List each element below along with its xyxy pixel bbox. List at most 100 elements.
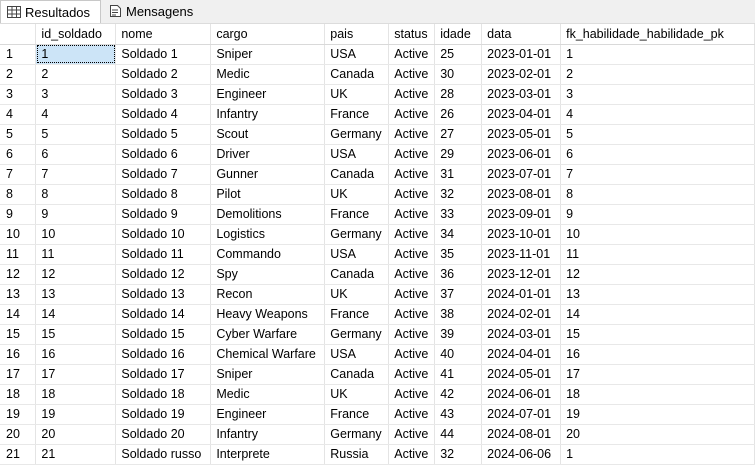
column-header-status[interactable]: status [388, 24, 436, 45]
table-cell[interactable]: 38 [434, 304, 483, 325]
table-cell[interactable]: Active [388, 204, 436, 225]
table-cell[interactable]: 1 [560, 444, 755, 465]
table-cell[interactable]: 5 [35, 124, 117, 145]
table-cell[interactable]: 25 [434, 44, 483, 65]
table-cell[interactable]: 15 [35, 324, 117, 345]
table-row[interactable]: 16 16 Soldado 16 Chemical Warfare USA Active 4… [0, 344, 755, 365]
table-cell[interactable]: 26 [434, 104, 483, 125]
row-number-header[interactable] [0, 24, 37, 45]
table-row[interactable]: 15 15 Soldado 15 Cyber Warfare Germany Active… [0, 324, 755, 345]
table-cell[interactable]: Germany [324, 224, 390, 245]
table-cell[interactable]: 19 [35, 404, 117, 425]
table-cell[interactable]: Soldado 8 [115, 184, 212, 205]
table-cell[interactable]: 2023-05-01 [481, 124, 562, 145]
table-cell[interactable]: 32 [434, 184, 483, 205]
table-cell[interactable]: Active [388, 144, 436, 165]
row-number-cell[interactable]: 16 [0, 344, 37, 365]
table-cell[interactable]: Medic [210, 384, 326, 405]
table-cell[interactable]: 4 [560, 104, 755, 125]
table-cell[interactable]: 5 [560, 124, 755, 145]
table-row[interactable]: 7 7 Soldado 7 Gunner Canada Active 31 2023-07-0… [0, 164, 755, 185]
table-cell[interactable]: Recon [210, 284, 326, 305]
table-cell[interactable]: Active [388, 104, 436, 125]
row-number-cell[interactable]: 4 [0, 104, 37, 125]
table-cell[interactable]: 2023-06-01 [481, 144, 562, 165]
row-number-cell[interactable]: 13 [0, 284, 37, 305]
table-cell[interactable]: Active [388, 404, 436, 425]
row-number-cell[interactable]: 21 [0, 444, 37, 465]
table-cell[interactable]: Soldado 1 [115, 44, 212, 65]
table-cell[interactable]: 44 [434, 424, 483, 445]
table-cell[interactable]: Active [388, 384, 436, 405]
table-cell[interactable]: 2024-06-01 [481, 384, 562, 405]
row-number-cell[interactable]: 5 [0, 124, 37, 145]
table-cell[interactable]: 11 [35, 244, 117, 265]
table-row[interactable]: 13 13 Soldado 13 Recon UK Active 37 2024-01-01 1… [0, 284, 755, 305]
table-cell[interactable]: Active [388, 424, 436, 445]
table-cell[interactable]: Soldado 11 [115, 244, 212, 265]
table-row[interactable]: 17 17 Soldado 17 Sniper Canada Active 41 2024-0… [0, 364, 755, 385]
table-cell[interactable]: 28 [434, 84, 483, 105]
table-cell[interactable]: UK [324, 184, 390, 205]
table-cell[interactable]: Active [388, 64, 436, 85]
table-cell[interactable]: Active [388, 264, 436, 285]
table-cell[interactable]: Engineer [210, 84, 326, 105]
table-cell[interactable]: 11 [560, 244, 755, 265]
table-cell[interactable]: 36 [434, 264, 483, 285]
table-cell[interactable]: 16 [560, 344, 755, 365]
table-row[interactable]: 8 8 Soldado 8 Pilot UK Active 32 2023-08-01 8 [0, 184, 755, 205]
table-cell[interactable]: 30 [434, 64, 483, 85]
table-cell[interactable]: 1 [560, 44, 755, 65]
table-cell[interactable]: USA [324, 244, 390, 265]
table-cell[interactable]: 13 [35, 284, 117, 305]
tab-results[interactable]: Resultados [0, 0, 101, 23]
row-number-cell[interactable]: 20 [0, 424, 37, 445]
table-cell[interactable]: 10 [35, 224, 117, 245]
table-cell[interactable]: 17 [560, 364, 755, 385]
table-cell[interactable]: Soldado 4 [115, 104, 212, 125]
table-cell[interactable]: Soldado 13 [115, 284, 212, 305]
table-row[interactable]: 9 9 Soldado 9 Demolitions France Active 33 2023… [0, 204, 755, 225]
table-cell[interactable]: Soldado 5 [115, 124, 212, 145]
table-cell[interactable]: Soldado 17 [115, 364, 212, 385]
row-number-cell[interactable]: 10 [0, 224, 37, 245]
table-cell[interactable]: 42 [434, 384, 483, 405]
table-cell[interactable]: 18 [35, 384, 117, 405]
table-cell[interactable]: 33 [434, 204, 483, 225]
table-cell[interactable]: 40 [434, 344, 483, 365]
row-number-cell[interactable]: 6 [0, 144, 37, 165]
table-cell[interactable]: Active [388, 164, 436, 185]
table-cell[interactable]: 13 [560, 284, 755, 305]
table-cell[interactable]: 6 [35, 144, 117, 165]
table-cell[interactable]: Russia [324, 444, 390, 465]
table-cell[interactable]: Logistics [210, 224, 326, 245]
tab-messages[interactable]: Mensagens [103, 0, 203, 22]
table-cell[interactable]: UK [324, 284, 390, 305]
table-cell[interactable]: UK [324, 84, 390, 105]
table-cell[interactable]: 15 [560, 324, 755, 345]
table-row[interactable]: 1 1 Soldado 1 Sniper USA Active 25 2023-01-01 1 [0, 44, 755, 65]
table-cell[interactable]: 34 [434, 224, 483, 245]
column-header-cargo[interactable]: cargo [210, 24, 326, 45]
table-cell[interactable]: 2023-09-01 [481, 204, 562, 225]
table-row[interactable]: 20 20 Soldado 20 Infantry Germany Active 44 202… [0, 424, 755, 445]
table-cell[interactable]: 2023-08-01 [481, 184, 562, 205]
table-cell[interactable]: Active [388, 184, 436, 205]
table-cell[interactable]: 2023-02-01 [481, 64, 562, 85]
table-cell[interactable]: 20 [35, 424, 117, 445]
table-cell[interactable]: 12 [35, 264, 117, 285]
table-cell[interactable]: 27 [434, 124, 483, 145]
table-cell[interactable]: 16 [35, 344, 117, 365]
table-row[interactable]: 2 2 Soldado 2 Medic Canada Active 30 2023-02-01… [0, 64, 755, 85]
table-cell[interactable]: Active [388, 224, 436, 245]
table-cell[interactable]: 2023-01-01 [481, 44, 562, 65]
table-cell[interactable]: Active [388, 44, 436, 65]
table-cell[interactable]: 39 [434, 324, 483, 345]
table-cell[interactable]: Canada [324, 164, 390, 185]
row-number-cell[interactable]: 3 [0, 84, 37, 105]
table-cell[interactable]: Soldado 14 [115, 304, 212, 325]
table-cell[interactable]: 19 [560, 404, 755, 425]
table-cell[interactable]: 2 [560, 64, 755, 85]
table-cell[interactable]: Canada [324, 264, 390, 285]
row-number-cell[interactable]: 17 [0, 364, 37, 385]
